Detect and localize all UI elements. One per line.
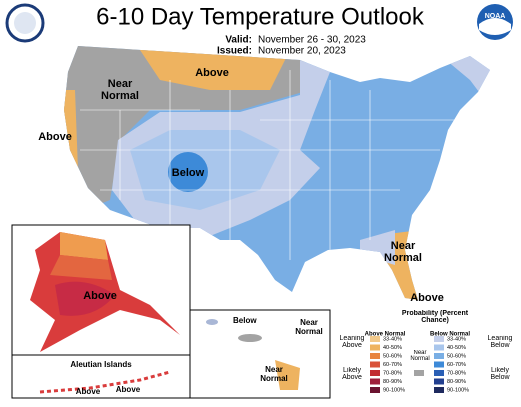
below-swatch [434,370,444,376]
above-swatch [370,361,380,368]
legend-title-box: Probability (Percent Chance) [401,310,469,324]
legend-text-box: Leaning Below [487,335,513,349]
legend-header: Above Normal [365,332,406,338]
issued-label: Issued: [217,46,252,57]
legend-text-box: Likely Below [490,367,510,381]
near-normal-swatch [414,370,424,376]
valid-label: Valid: [225,35,252,46]
legend: Probability (Percent Chance) Above Norma… [339,310,513,393]
above-swatch [370,336,380,342]
legend-text-box: Near Normal [410,350,430,362]
below-swatch [434,336,444,342]
legend-group: Near Normal [410,350,430,362]
above-swatch [370,378,380,385]
below-range: 90-100% [447,387,469,393]
above-swatch [370,370,380,376]
below-swatch [434,361,444,368]
label: Near Normal [101,78,139,102]
label: Below [233,316,257,325]
below-range: 80-90% [447,379,466,385]
below-range: 60-70% [447,362,466,368]
commerce-seal-inner [14,12,36,34]
above-swatch [370,353,380,359]
legend-group: Leaning Below [487,335,513,349]
below-swatch [434,353,444,359]
label-box: Near Normal [295,318,323,336]
label: Above [410,292,444,304]
label-box: Near Normal [260,365,288,383]
above-range: 33-40% [383,336,402,342]
label: Above [116,385,141,394]
label: Near Normal [295,318,323,336]
valid-dates: November 26 - 30, 2023 [258,35,366,46]
above-range: 80-90% [383,379,402,385]
below-swatch [434,387,444,393]
legend-header: Below Normal [430,332,470,338]
above-swatch [370,387,380,393]
state-lines [80,70,470,260]
alaska-north [60,232,108,260]
issued-date: November 20, 2023 [258,46,346,57]
label: Near Normal [260,365,288,383]
above-swatch [370,344,380,351]
label: Aleutian Islands [70,360,132,369]
label: Below [172,167,205,179]
label: Above [76,387,101,396]
big-island [275,360,300,390]
above-range: 50-60% [383,353,402,359]
label-box: Near Normal [101,78,139,102]
label-box: Near Normal [384,240,422,264]
above-north [140,50,290,90]
kauai [206,319,218,325]
label: Above [83,290,117,302]
noaa-text: NOAA [485,13,506,20]
above-range: 60-70% [383,362,402,368]
above-range: 70-80% [383,370,402,376]
above-range: 40-50% [383,345,402,351]
below-range: 50-60% [447,353,466,359]
oahu-molokai [238,334,262,342]
above-coast [64,90,78,170]
title: 6-10 Day Temperature Outlook [96,3,425,30]
below-range: 70-80% [447,370,466,376]
below-range: 40-50% [447,345,466,351]
legend-title: Probability (Percent Chance) [401,310,469,324]
below-50-60 [168,152,208,192]
below-swatch [434,344,444,351]
noaa-gull [479,18,511,35]
legend-text-box: Leaning Above [339,335,365,349]
label: Near Normal [384,240,422,264]
legend-text-box: Likely Above [342,367,362,381]
legend-group: Leaning Above [339,335,365,349]
below-swatch [434,378,444,385]
label: Above [38,131,72,143]
label: Above [195,67,229,79]
below-range: 33-40% [447,336,466,342]
alaska-core [55,281,115,316]
legend-group: Likely Above [342,367,362,381]
alaska-mid [50,255,112,280]
legend-group: Likely Below [490,367,510,381]
above-range: 90-100% [383,387,405,393]
